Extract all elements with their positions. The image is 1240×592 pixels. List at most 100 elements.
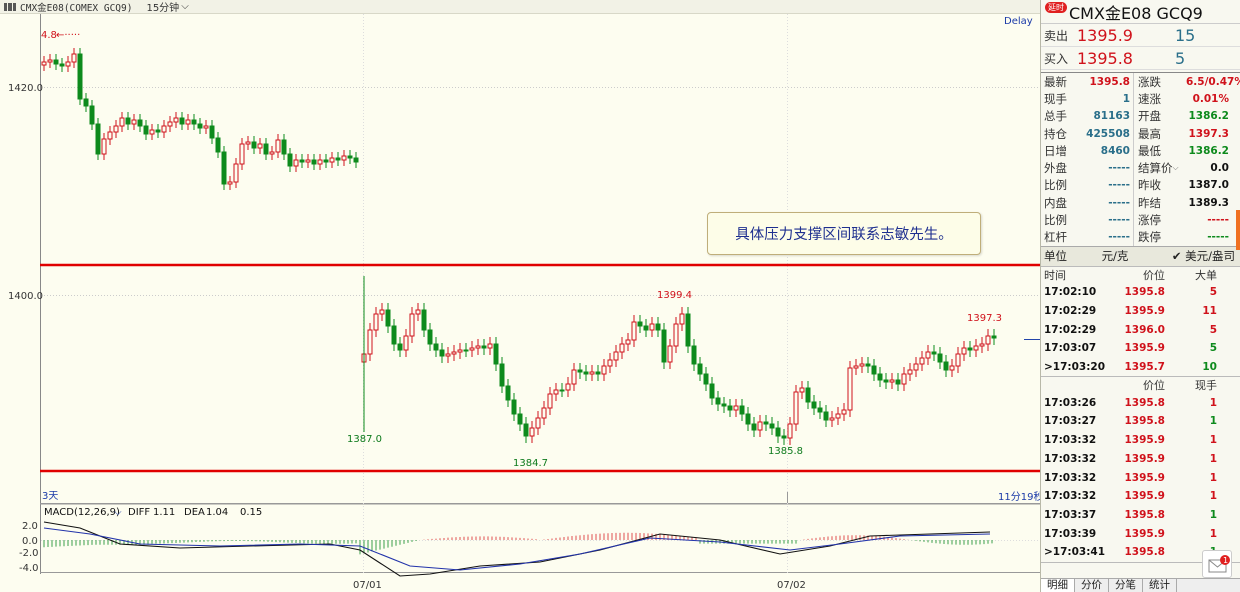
tick-trades-table: 价位 现手 17:03:26 1395.8 1 17:03:27 1395.8 1 17:0… [1041, 377, 1240, 563]
candlestick-series [41, 48, 997, 445]
buy-label: 买入 [1044, 51, 1069, 66]
trade-time: 17:03:37 [1044, 508, 1097, 521]
candle-body [499, 363, 505, 387]
candle-body [167, 121, 173, 127]
candle-body [251, 141, 257, 149]
stat-value: 8460 [1100, 144, 1130, 157]
trade-time: >17:03:20 [1044, 361, 1106, 374]
candle-body [709, 383, 715, 399]
sell-volume: 15 [1175, 25, 1196, 45]
candle-body [967, 347, 973, 351]
unit-row[interactable]: 单位 元/克 ✔ 美元/盎司 [1041, 246, 1240, 267]
candle-body [107, 131, 113, 140]
tab-2[interactable]: 分笔 [1109, 579, 1143, 592]
candle-body [203, 125, 209, 129]
candle-body [931, 351, 937, 355]
table-row[interactable]: >17:03:20 1395.7 10 [1041, 358, 1240, 377]
table-row[interactable]: 17:03:27 1395.8 1 [1041, 412, 1240, 431]
sell-row: 卖出 1395.9 15 [1041, 24, 1240, 47]
message-button[interactable]: 1 [1202, 550, 1232, 578]
candle-body [811, 401, 817, 409]
candle-body [685, 313, 691, 347]
candle-body [209, 125, 215, 139]
candle-body [221, 151, 227, 185]
stat-label: 昨结 [1138, 195, 1161, 210]
trade-time: 17:03:07 [1044, 342, 1097, 355]
scrollbar-handle[interactable] [1236, 210, 1240, 250]
stat-label: 结算价 ⌵ [1138, 161, 1179, 176]
tab-0[interactable]: 明细 [1041, 579, 1075, 592]
unit-option-ounce[interactable]: ✔ 美元/盎司 [1171, 249, 1235, 264]
stat-label: 比例 [1044, 213, 1067, 228]
trade-price: 1395.8 [1124, 415, 1165, 428]
candle-body [787, 423, 793, 439]
candle-body [379, 309, 385, 315]
trade-time: 17:02:10 [1044, 286, 1097, 299]
candle-body [757, 421, 763, 431]
table-row[interactable]: 17:03:32 1395.9 1 [1041, 468, 1240, 487]
chart-header-bar: CMX金E08(COMEX GCQ9) 15分钟 ⌵ [0, 0, 1040, 14]
macd-tick: -4.0 [19, 563, 39, 574]
trade-price: 1396.0 [1124, 323, 1165, 336]
candle-body [391, 325, 397, 345]
table-row[interactable]: 17:03:32 1395.9 1 [1041, 431, 1240, 450]
candle-body [679, 313, 685, 325]
candle-body [293, 159, 299, 167]
chart-menu-icon[interactable] [4, 2, 16, 11]
candle-body [329, 157, 335, 163]
trade-time: 17:03:32 [1044, 434, 1097, 447]
chevron-down-icon: ⌵ [181, 1, 189, 12]
candle-body [517, 413, 523, 425]
stat-value: ----- [1207, 214, 1229, 227]
candle-body [577, 369, 583, 373]
table-row[interactable]: 17:02:10 1395.8 5 [1041, 283, 1240, 302]
buy-volume: 5 [1175, 48, 1186, 68]
period-selector[interactable]: 15分钟 ⌵ [146, 0, 188, 14]
table-row[interactable]: 17:03:07 1395.9 5 [1041, 339, 1240, 358]
trade-volume: 5 [1209, 342, 1217, 355]
table-row[interactable]: 17:03:32 1395.9 1 [1041, 487, 1240, 506]
trade-volume: 10 [1202, 361, 1217, 374]
mark-low-1: 1387.0 [347, 434, 382, 445]
unit-option-gram[interactable]: 元/克 [1101, 249, 1129, 264]
trade-price: 1395.9 [1124, 471, 1165, 484]
trade-volume: 1 [1209, 434, 1217, 447]
candle-body [925, 351, 931, 359]
candle-body [559, 389, 565, 392]
table-row[interactable]: 17:03:26 1395.8 1 [1041, 393, 1240, 412]
tab-1[interactable]: 分价 [1075, 579, 1109, 592]
table-row[interactable]: 17:03:39 1395.9 1 [1041, 524, 1240, 543]
candle-body [421, 309, 427, 331]
trade-time: 17:02:29 [1044, 305, 1097, 317]
stat-value: 1386.2 [1188, 144, 1229, 157]
stat-label: 最高 [1138, 126, 1161, 141]
candle-body [985, 335, 991, 345]
candle-body [643, 325, 649, 331]
stat-label: 昨收 [1138, 178, 1161, 193]
candle-body [179, 117, 185, 125]
candle-body [889, 379, 895, 383]
macd-title[interactable]: MACD(12,26,9) [44, 507, 120, 518]
candle-body [439, 349, 445, 357]
candle-body [511, 399, 517, 415]
chevron-down-icon[interactable]: ⌵ [114, 507, 122, 518]
macd-tick: 0.0 [22, 536, 38, 547]
tab-3[interactable]: 统计 [1143, 579, 1177, 592]
trade-volume: 1 [1209, 415, 1217, 428]
candle-body [739, 405, 745, 415]
table-row[interactable]: 17:02:29 1395.9 11 [1041, 302, 1240, 321]
table-row[interactable]: 17:03:37 1395.8 1 [1041, 506, 1240, 525]
mark-low-2: 1384.7 [513, 458, 548, 469]
stat-row: 持仓 425508 最高 1397.3 [1041, 124, 1240, 143]
kline-chart[interactable]: 1420.0 1400.0 Delay 4.8 ←····· 1387.0 13… [0, 14, 1040, 592]
table-row[interactable]: 17:02:29 1396.0 5 [1041, 320, 1240, 339]
table-row[interactable]: 17:03:32 1395.9 1 [1041, 449, 1240, 468]
candle-body [871, 365, 877, 375]
trade-price: 1395.8 [1124, 546, 1165, 559]
candle-body [317, 159, 323, 165]
candle-body [781, 435, 787, 439]
quote-stats: 最新 1395.8 涨跌 6.5/0.47% 现手 1 速涨 0.01% 总手 81163 开盘 13… [1041, 72, 1240, 247]
trade-price: 1395.7 [1124, 361, 1165, 374]
table-header: 时间 价位 大单 [1044, 268, 1217, 282]
trade-time: 17:03:32 [1044, 490, 1097, 503]
